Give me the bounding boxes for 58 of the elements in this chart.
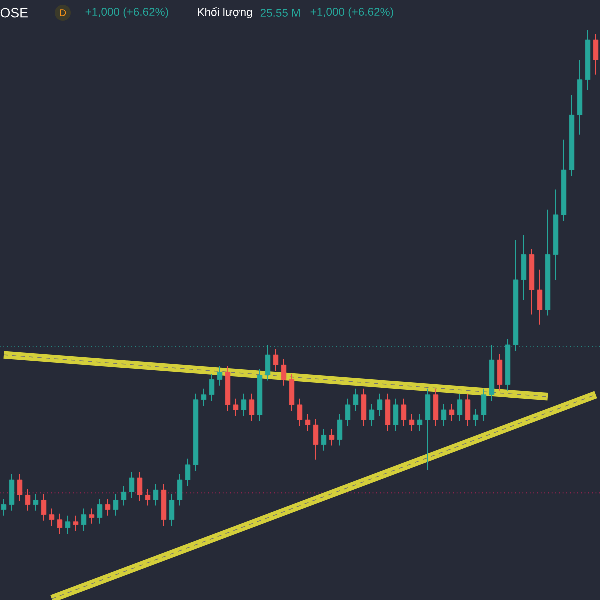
candlestick (105, 498, 111, 516)
candlestick (249, 393, 255, 422)
candlestick (17, 474, 23, 502)
candlestick (465, 393, 471, 427)
text: +1,000 (+6.62%) (310, 8, 394, 18)
candlestick (73, 515, 79, 532)
text: D (60, 10, 66, 16)
candlestick (457, 393, 463, 422)
text: 25.55 M (260, 9, 300, 17)
candlestick (353, 388, 359, 412)
candlestick (129, 472, 135, 499)
candlestick (97, 498, 103, 524)
candlestick (393, 398, 399, 432)
candlestick (409, 414, 415, 432)
candlestick (201, 388, 207, 406)
candlestick (121, 486, 127, 506)
candlestick (1, 498, 7, 516)
candlestick (321, 428, 327, 452)
candlestick (241, 393, 247, 417)
candlestick (305, 414, 311, 432)
candlestick (329, 428, 335, 446)
candlestick (113, 494, 119, 516)
candlestick (345, 398, 351, 427)
chart-title: OSE (0, 8, 28, 18)
candlestick (145, 488, 151, 506)
candlestick (169, 494, 175, 526)
candlestick (49, 508, 55, 526)
candlestick (177, 474, 183, 506)
candlestick (313, 418, 319, 460)
candlestick (65, 515, 71, 534)
candlestick (593, 34, 599, 76)
candlestick (81, 508, 87, 532)
candlestick (401, 398, 407, 427)
candlestick (153, 484, 159, 506)
candlestick (481, 388, 487, 422)
candlestick (217, 366, 223, 386)
candlestick (281, 358, 287, 386)
candlestick (89, 508, 95, 524)
candlestick (417, 414, 423, 432)
candlestick (185, 458, 191, 487)
candlestick (57, 513, 63, 534)
text: Khối lượng (198, 8, 252, 18)
candlestick (377, 393, 383, 417)
candlestick (209, 374, 215, 402)
candlestick (137, 472, 143, 502)
candlestick (33, 494, 39, 512)
candlestick (233, 398, 239, 417)
candlestick (297, 398, 303, 427)
candlestick (369, 403, 375, 427)
candlestick (537, 269, 543, 326)
candlestick (449, 403, 455, 422)
candlestick (473, 408, 479, 427)
candlestick (441, 403, 447, 427)
text: +1,000 (+6.62%) (86, 8, 168, 18)
candlestick (25, 488, 31, 512)
candlestick (273, 348, 279, 372)
candlestick (41, 494, 47, 522)
candlestick (337, 414, 343, 446)
